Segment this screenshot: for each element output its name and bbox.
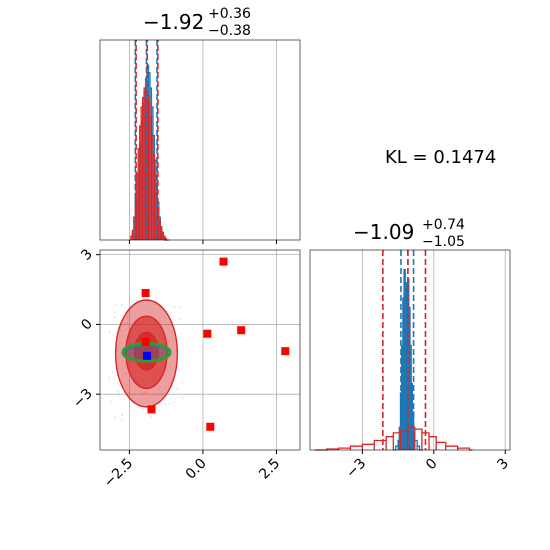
sample-dot — [180, 381, 183, 383]
title-bottom-right: −1.09 +0.74 −1.05 — [353, 217, 483, 254]
marker-red — [237, 326, 246, 335]
sample-dot — [146, 391, 148, 394]
y-tick-label: −3 — [70, 386, 96, 412]
sample-dot — [112, 377, 115, 380]
sample-dot — [142, 408, 145, 411]
title-plus: +0.36 — [208, 6, 251, 22]
title-top-left: −1.92 +0.36 −0.38 — [143, 6, 273, 44]
title-plus: +0.74 — [422, 217, 465, 233]
sample-dot — [158, 409, 160, 412]
histogram-series — [133, 64, 168, 241]
sample-dot — [172, 401, 175, 404]
scatter-panel-bottom-left: −2.5 0.0 2.5 3 0 −3 — [70, 246, 301, 491]
sample-dot — [145, 412, 148, 415]
axes-frame — [309, 249, 511, 451]
sample-dot — [116, 390, 119, 393]
sample-dot — [120, 304, 123, 307]
sample-dot — [120, 418, 123, 421]
sample-dot — [121, 413, 124, 415]
x-tick-label: 2.5 — [256, 456, 283, 483]
marker-red — [203, 329, 212, 338]
axes-frame — [99, 249, 301, 451]
sample-dot — [109, 400, 112, 403]
title-minus: −1.05 — [422, 234, 465, 250]
x-tick-label: 0 — [423, 456, 441, 474]
marker-red — [281, 347, 290, 356]
sample-dot — [164, 403, 167, 406]
sample-dot — [173, 306, 176, 309]
marker-red — [206, 422, 215, 431]
y-tick-label: 0 — [78, 316, 96, 334]
marker-red — [147, 405, 156, 414]
x-tick-label: 0.0 — [183, 456, 210, 483]
sample-dot — [114, 416, 116, 419]
title-minus: −0.38 — [208, 23, 251, 39]
sample-dot — [181, 396, 183, 399]
sample-dot — [158, 317, 161, 320]
sample-dot — [155, 408, 158, 411]
sample-dot — [178, 318, 181, 321]
marker-blue — [143, 351, 152, 360]
title-median: −1.09 — [353, 220, 415, 244]
sample-dot — [108, 330, 111, 333]
x-tick-label: −2.5 — [101, 456, 136, 491]
histogram-series — [314, 426, 473, 451]
sample-dot — [108, 377, 111, 379]
x-tick-label: −3 — [343, 456, 369, 482]
sample-dot — [113, 316, 116, 319]
sample-dot — [125, 384, 128, 387]
sample-dot — [168, 402, 171, 405]
title-median: −1.92 — [143, 10, 205, 34]
sample-dot — [118, 392, 121, 395]
sample-dot — [159, 386, 162, 389]
sample-dot — [120, 414, 123, 417]
sample-dot — [150, 416, 153, 418]
kl-annotation: KL = 0.1474 — [385, 147, 497, 168]
sample-dot — [143, 391, 146, 394]
sample-dot — [124, 373, 127, 375]
sample-dot — [117, 367, 119, 370]
sample-dot — [179, 306, 182, 308]
sample-dot — [111, 370, 114, 373]
sample-dot — [126, 316, 128, 318]
sample-dot — [125, 322, 128, 325]
sample-dot — [176, 388, 179, 390]
x-tick-label: 3 — [494, 456, 512, 474]
histogram-panel-top-left — [99, 39, 301, 244]
sample-dot — [142, 391, 144, 394]
histogram-panel-bottom-right: −3 0 3 — [309, 249, 512, 482]
sample-dot — [119, 329, 122, 331]
axes-frame — [99, 39, 301, 241]
sample-dot — [114, 303, 117, 306]
marker-red — [219, 257, 228, 266]
marker-red — [141, 337, 150, 346]
sample-dot — [128, 391, 130, 394]
sample-dot — [114, 311, 116, 313]
marker-red — [141, 289, 150, 298]
y-tick-label: 3 — [78, 246, 96, 264]
